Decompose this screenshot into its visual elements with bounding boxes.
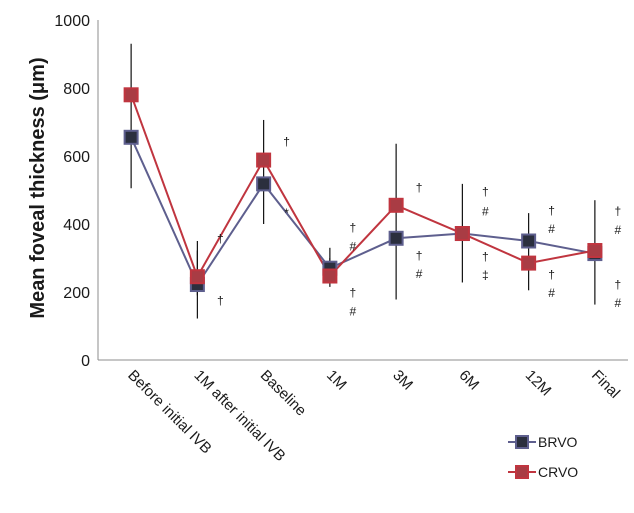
y-tick-label: 1000 (54, 13, 90, 30)
significance-marker: # (615, 296, 622, 310)
y-tick-label: 800 (63, 81, 90, 98)
significance-marker: # (350, 305, 357, 319)
significance-marker: † (482, 249, 489, 263)
significance-marker: # (350, 239, 357, 253)
series-line-brvo (130, 136, 596, 287)
significance-marker: † (217, 294, 224, 308)
x-tick-label: 12M (522, 367, 555, 400)
data-point-crvo (521, 255, 537, 271)
significance-marker: † (548, 203, 555, 217)
x-tick-label: 3M (389, 367, 416, 394)
series-markers (123, 87, 603, 293)
data-point-brvo (256, 176, 272, 192)
legend-marker-brvo (515, 435, 529, 449)
data-point-crvo (587, 243, 603, 259)
data-point-crvo (256, 152, 272, 168)
significance-marker: † (350, 286, 357, 300)
significance-marker: ‡ (482, 268, 489, 282)
data-point-brvo (388, 230, 404, 246)
y-axis-label: Mean foveal thickness (μm) (27, 57, 49, 318)
series-line-crvo (130, 94, 596, 280)
significance-marker: # (615, 223, 622, 237)
data-point-crvo (454, 226, 470, 242)
significance-marker: † (416, 180, 423, 194)
significance-marker: * (284, 206, 289, 220)
significance-marker: † (416, 248, 423, 262)
data-point-crvo (388, 197, 404, 213)
x-tick-label: 1M (323, 367, 350, 394)
y-tick-label: 0 (81, 353, 90, 370)
data-point-brvo (123, 129, 139, 145)
significance-marker: # (548, 286, 555, 300)
y-tick-label: 600 (63, 149, 90, 166)
y-axis: 0 200 400 600 800 1000 (54, 13, 99, 370)
significance-marker: † (217, 231, 224, 245)
y-tick-label: 400 (63, 217, 90, 234)
legend-label-brvo: BRVO (538, 434, 578, 450)
data-point-crvo (123, 87, 139, 103)
significance-marker: † (283, 135, 290, 149)
significance-marker: # (416, 267, 423, 281)
x-tick-label: 6M (456, 367, 483, 394)
y-tick-label: 200 (63, 285, 90, 302)
significance-annotations: † † † * † # † # † † # † # † ‡ † # † # † # † # (217, 135, 622, 319)
significance-marker: † (482, 185, 489, 199)
significance-marker: # (482, 204, 489, 218)
significance-marker: † (615, 278, 622, 292)
legend-marker-crvo (515, 465, 529, 479)
significance-marker: † (615, 204, 622, 218)
x-tick-label: Baseline (257, 367, 310, 420)
data-point-brvo (521, 233, 537, 249)
x-tick-label: Final (588, 367, 623, 402)
significance-marker: # (548, 222, 555, 236)
significance-marker: † (548, 267, 555, 281)
legend-label-crvo: CRVO (538, 464, 578, 480)
series-lines (130, 94, 596, 287)
significance-marker: † (350, 220, 357, 234)
legend: BRVO CRVO (508, 434, 578, 480)
data-point-crvo (189, 269, 205, 285)
data-point-crvo (322, 268, 338, 284)
